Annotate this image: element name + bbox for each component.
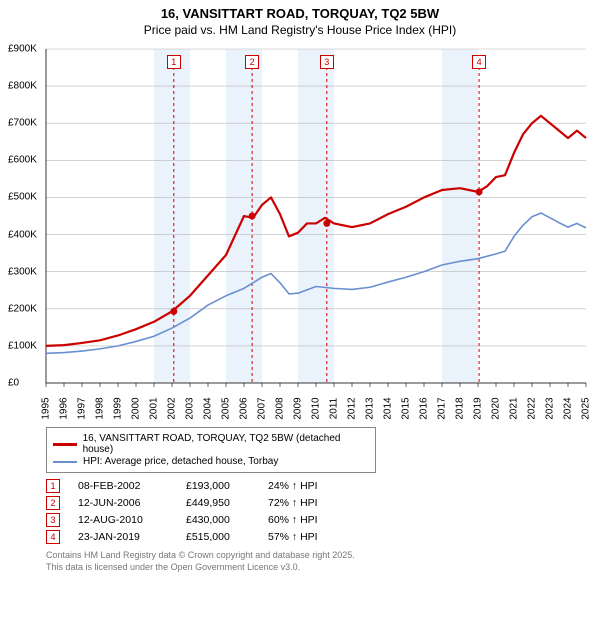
x-tick-label: 2009 <box>293 397 304 419</box>
event-index-box: 4 <box>46 530 60 544</box>
event-date: 12-JUN-2006 <box>78 497 168 509</box>
event-date: 08-FEB-2002 <box>78 480 168 492</box>
x-tick-label: 2024 <box>563 397 574 419</box>
event-price: £449,950 <box>186 497 250 509</box>
sale-marker-label: 1 <box>167 55 181 69</box>
footer-note: Contains HM Land Registry data © Crown c… <box>46 550 586 573</box>
legend-swatch <box>53 461 77 463</box>
x-tick-label: 2025 <box>581 397 592 419</box>
y-tick-label: £900K <box>8 44 37 55</box>
event-index-box: 2 <box>46 496 60 510</box>
x-tick-label: 2023 <box>545 397 556 419</box>
x-tick-label: 2003 <box>185 397 196 419</box>
legend-label: 16, VANSITTART ROAD, TORQUAY, TQ2 5BW (d… <box>83 433 369 455</box>
legend-swatch <box>53 443 77 446</box>
x-tick-label: 2004 <box>203 397 214 419</box>
event-index-box: 3 <box>46 513 60 527</box>
x-tick-label: 2016 <box>419 397 430 419</box>
event-row: 2 12-JUN-2006 £449,950 72% ↑ HPI <box>46 496 586 510</box>
x-tick-label: 2012 <box>347 397 358 419</box>
x-tick-label: 2011 <box>329 398 340 420</box>
y-tick-label: £0 <box>8 378 19 389</box>
x-tick-label: 2010 <box>311 397 322 419</box>
y-tick-label: £100K <box>8 340 37 351</box>
chart-area: £0 £100K £200K £300K £400K £500K £600K £700K £80… <box>8 43 592 423</box>
x-tick-label: 2001 <box>149 397 160 419</box>
event-price: £430,000 <box>186 514 250 526</box>
x-tick-label: 2007 <box>257 397 268 419</box>
x-tick-label: 1995 <box>41 397 52 419</box>
y-tick-label: £200K <box>8 303 37 314</box>
x-tick-label: 2013 <box>365 397 376 419</box>
event-date: 12-AUG-2010 <box>78 514 168 526</box>
chart-subtitle: Price paid vs. HM Land Registry's House … <box>8 23 592 37</box>
x-tick-label: 2008 <box>275 397 286 419</box>
event-row: 4 23-JAN-2019 £515,000 57% ↑ HPI <box>46 530 586 544</box>
event-price: £193,000 <box>186 480 250 492</box>
x-tick-label: 1998 <box>95 397 106 419</box>
y-tick-label: £600K <box>8 155 37 166</box>
event-index-box: 1 <box>46 479 60 493</box>
event-date: 23-JAN-2019 <box>78 531 168 543</box>
x-tick-label: 2018 <box>455 397 466 419</box>
x-tick-label: 2017 <box>437 397 448 419</box>
event-row: 3 12-AUG-2010 £430,000 60% ↑ HPI <box>46 513 586 527</box>
event-pct: 24% ↑ HPI <box>268 480 348 492</box>
x-tick-label: 1999 <box>113 397 124 419</box>
x-tick-label: 2014 <box>383 397 394 419</box>
y-tick-label: £800K <box>8 81 37 92</box>
x-tick-label: 2006 <box>239 397 250 419</box>
legend-item: HPI: Average price, detached house, Torb… <box>53 456 369 467</box>
x-tick-label: 2020 <box>491 397 502 419</box>
footer-line: Contains HM Land Registry data © Crown c… <box>46 550 586 562</box>
x-tick-label: 2000 <box>131 397 142 419</box>
footer-line: This data is licensed under the Open Gov… <box>46 562 586 574</box>
legend-box: 16, VANSITTART ROAD, TORQUAY, TQ2 5BW (d… <box>46 427 376 473</box>
legend-item: 16, VANSITTART ROAD, TORQUAY, TQ2 5BW (d… <box>53 433 369 455</box>
y-tick-label: £700K <box>8 118 37 129</box>
chart-title: 16, VANSITTART ROAD, TORQUAY, TQ2 5BW <box>8 6 592 21</box>
legend-label: HPI: Average price, detached house, Torb… <box>83 456 278 467</box>
x-tick-label: 1996 <box>59 397 70 419</box>
sale-marker-label: 2 <box>245 55 259 69</box>
event-row: 1 08-FEB-2002 £193,000 24% ↑ HPI <box>46 479 586 493</box>
x-tick-label: 2022 <box>527 397 538 419</box>
x-tick-label: 2005 <box>221 397 232 419</box>
event-pct: 60% ↑ HPI <box>268 514 348 526</box>
x-tick-label: 2015 <box>401 397 412 419</box>
x-tick-label: 2019 <box>473 397 484 419</box>
event-pct: 57% ↑ HPI <box>268 531 348 543</box>
sale-marker-label: 3 <box>320 55 334 69</box>
y-tick-label: £500K <box>8 192 37 203</box>
y-tick-label: £400K <box>8 229 37 240</box>
events-table: 1 08-FEB-2002 £193,000 24% ↑ HPI 2 12-JUN-200… <box>46 479 586 544</box>
x-tick-label: 2002 <box>167 397 178 419</box>
y-tick-label: £300K <box>8 266 37 277</box>
event-price: £515,000 <box>186 531 250 543</box>
sale-marker-label: 4 <box>472 55 486 69</box>
x-tick-label: 2021 <box>509 397 520 419</box>
event-pct: 72% ↑ HPI <box>268 497 348 509</box>
x-tick-label: 1997 <box>77 397 88 419</box>
